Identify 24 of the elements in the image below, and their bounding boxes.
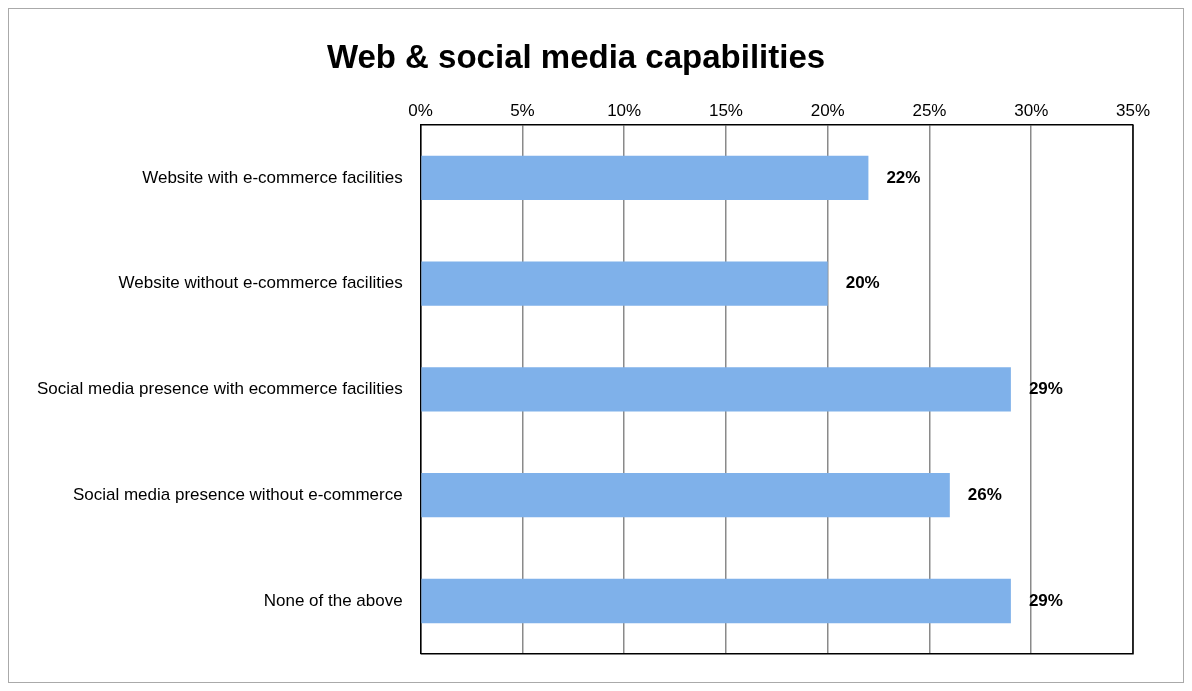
bar — [421, 155, 869, 201]
x-tick-label: 5% — [510, 101, 535, 121]
data-label: 29% — [1028, 590, 1063, 610]
bar — [421, 472, 950, 518]
y-tick-label: Website without e-commerce facilities — [118, 273, 403, 293]
y-tick-label: Website with e-commerce facilities — [142, 167, 403, 187]
bar — [421, 367, 1011, 412]
x-tick-label: 20% — [810, 101, 845, 121]
data-label: 29% — [1028, 379, 1063, 399]
x-tick-label: 15% — [708, 101, 743, 121]
bar — [421, 261, 828, 306]
data-label: 20% — [845, 273, 880, 293]
x-tick-label: 30% — [1014, 101, 1049, 121]
y-tick-label: None of the above — [263, 590, 403, 610]
y-tick-label: Social media presence with ecommerce facilities — [36, 379, 403, 399]
bar — [421, 578, 1011, 624]
y-tick-label: Social media presence without e-commerce — [72, 484, 403, 504]
data-label: 22% — [886, 167, 921, 187]
x-tick-label: 0% — [408, 101, 433, 121]
x-tick-label: 10% — [607, 101, 642, 121]
x-tick-label: 35% — [1115, 101, 1151, 121]
chart-title: Web & social media capabilities — [326, 37, 826, 75]
x-tick-label: 25% — [912, 101, 947, 121]
data-label: 26% — [967, 484, 1002, 504]
